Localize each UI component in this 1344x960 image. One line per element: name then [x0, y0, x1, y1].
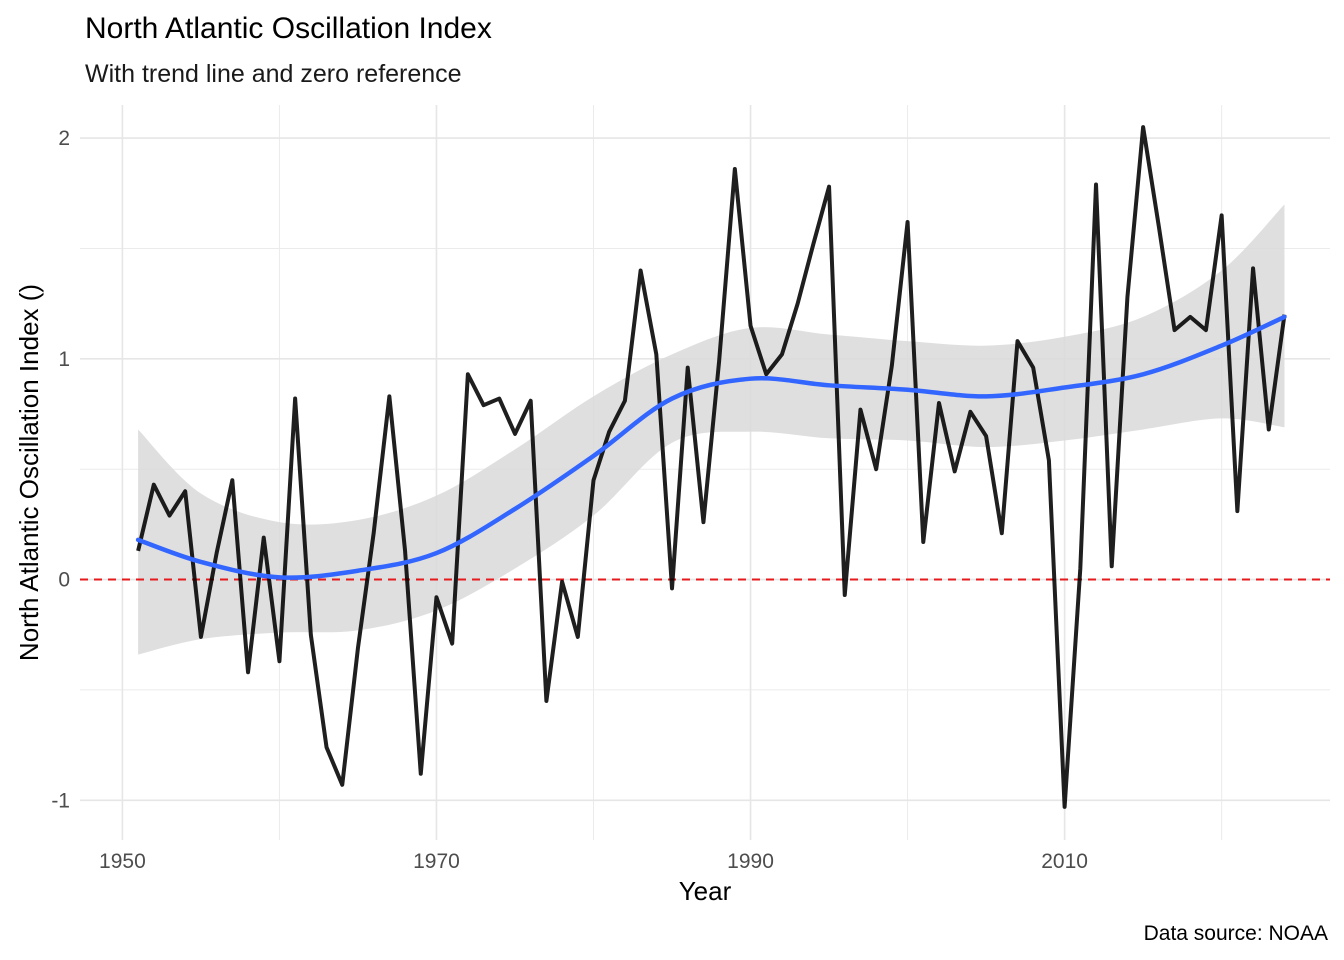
trend-line: [135, 314, 1287, 580]
x-axis-ticks: 1950 1970 1990 2010: [99, 850, 1088, 873]
x-axis-title: Year: [679, 876, 732, 906]
x-tick-label: 1990: [727, 850, 774, 873]
y-tick-label: 2: [58, 127, 70, 150]
chart-subtitle: With trend line and zero reference: [85, 60, 462, 88]
nao-data-points: [136, 125, 1286, 809]
y-tick-label: 1: [58, 348, 70, 371]
x-tick-label: 1970: [413, 850, 460, 873]
grid-lines: [80, 105, 1330, 840]
data-source-caption: Data source: NOAA: [1143, 922, 1328, 945]
x-tick-label: 1950: [99, 850, 146, 873]
x-tick-label: 2010: [1041, 850, 1088, 873]
y-axis-ticks: -1 0 1 2: [51, 127, 70, 812]
y-axis-title: North Atlantic Oscillation Index (): [14, 284, 44, 661]
nao-series-line: [136, 125, 1287, 809]
y-tick-label: -1: [51, 789, 70, 812]
chart-title: North Atlantic Oscillation Index: [85, 12, 492, 45]
y-tick-label: 0: [58, 569, 70, 592]
